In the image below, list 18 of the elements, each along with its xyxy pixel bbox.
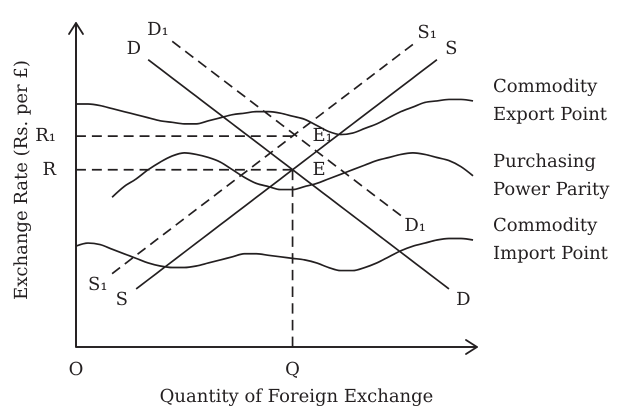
series-label: D₁ [404, 214, 426, 238]
series-label: Purchasing Power Parity [493, 150, 610, 202]
series-label: Commodity Export Point [493, 74, 608, 127]
series-label: Commodity Import Point [493, 214, 609, 266]
text: D₁ [147, 19, 169, 40]
annotation: R₁ [35, 124, 56, 148]
x-axis-title: Quantity of Foreign Exchange [160, 386, 434, 407]
series-label: D [456, 288, 470, 312]
annotation: R [42, 158, 56, 182]
x-tick-label: Q [285, 358, 300, 380]
x-tick-label: O [68, 358, 84, 380]
text: D [126, 38, 142, 59]
series-label: S₁ [88, 272, 108, 297]
y-axis-title: Exchange Rate (Rs. per £) [10, 60, 32, 300]
text: S [445, 38, 458, 59]
annotation: E [312, 158, 326, 182]
text: S₁ [417, 22, 437, 44]
series-label: S [116, 288, 128, 312]
